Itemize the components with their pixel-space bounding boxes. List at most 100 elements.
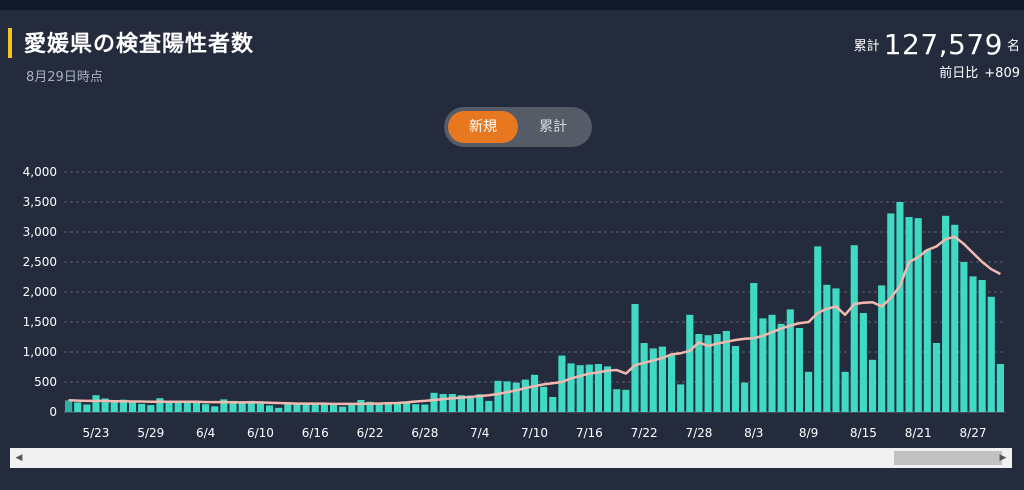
bar (147, 405, 155, 412)
bar (604, 366, 612, 412)
bar (805, 371, 813, 412)
bar (868, 359, 877, 412)
scroll-thumb[interactable] (894, 451, 1002, 465)
bar (494, 380, 502, 412)
bar (567, 363, 575, 412)
bar (412, 404, 420, 412)
view-toggle: 新規 累計 (444, 107, 592, 147)
bar (384, 402, 392, 412)
update-timestamp: 8月29日時点 (26, 70, 103, 85)
x-tick-label: 7/10 (521, 426, 548, 440)
x-tick-label: 6/22 (357, 426, 384, 440)
x-tick-label: 8/3 (744, 426, 763, 440)
bar (914, 218, 922, 412)
bar (265, 405, 274, 412)
y-tick-label: 1,500 (23, 315, 57, 329)
bar (247, 400, 255, 412)
bar (677, 384, 685, 412)
y-tick-label: 1,000 (23, 345, 57, 359)
bar (156, 398, 164, 412)
bar (302, 403, 310, 412)
bar (174, 400, 182, 412)
cases-chart: 0 500 1,000 1,500 2,000 2,500 3,000 3,500 4,000 5… (23, 165, 1005, 440)
bar (339, 406, 347, 412)
x-tick-label: 8/27 (960, 426, 987, 440)
bar (795, 328, 804, 412)
bar (110, 400, 118, 412)
bar (476, 394, 484, 412)
bar (576, 365, 584, 412)
bar (293, 403, 301, 412)
bar (549, 397, 557, 412)
x-tick-label: 5/29 (137, 426, 164, 440)
bar (750, 283, 758, 412)
bar (320, 403, 328, 412)
scroll-right-icon[interactable]: ▶ (999, 453, 1007, 463)
bar (585, 364, 593, 412)
new-cases-button[interactable]: 新規 (448, 111, 518, 143)
bar (923, 250, 931, 412)
top-bar (0, 0, 1024, 10)
bar (74, 402, 82, 412)
bar (667, 354, 676, 412)
x-tick-label: 6/4 (196, 426, 215, 440)
bar (768, 314, 776, 412)
bar (695, 334, 703, 412)
bar (128, 400, 137, 412)
bar (741, 382, 749, 412)
x-tick-label: 6/10 (247, 426, 274, 440)
bar (731, 346, 740, 412)
x-tick-label: 8/21 (905, 426, 932, 440)
bar (83, 404, 91, 412)
bar (530, 374, 539, 412)
horizontal-scrollbar[interactable]: ◀ ▶ (10, 448, 1012, 468)
bar (311, 403, 319, 412)
x-tick-label: 8/9 (799, 426, 818, 440)
bar (558, 355, 566, 412)
diff-value: +809 (984, 66, 1020, 81)
bar (357, 400, 365, 412)
bar (841, 371, 849, 412)
bar (622, 389, 630, 412)
bar (275, 407, 283, 412)
bar (823, 284, 831, 412)
bar (101, 398, 109, 412)
y-tick-label: 500 (34, 375, 57, 389)
bar (704, 335, 712, 412)
bar (512, 382, 520, 412)
scroll-left-icon[interactable]: ◀ (15, 453, 23, 463)
bar (256, 402, 264, 412)
bar (65, 400, 73, 412)
bar (393, 402, 402, 412)
bar (613, 389, 621, 412)
bar (466, 395, 475, 412)
bar (722, 331, 730, 412)
bar (850, 245, 858, 412)
bar (521, 379, 529, 412)
bar (649, 348, 657, 412)
x-tick-label: 7/28 (685, 426, 712, 440)
bar (887, 213, 895, 412)
y-tick-label: 4,000 (23, 165, 57, 179)
bar (878, 285, 886, 412)
diff-label: 前日比 (939, 66, 979, 81)
bar (503, 381, 511, 412)
bar (284, 403, 292, 412)
cumulative-button[interactable]: 累計 (539, 119, 567, 135)
bar (786, 309, 794, 412)
bar (896, 202, 904, 412)
bar (229, 400, 237, 412)
day-over-day: 前日比 +809 (939, 62, 1020, 81)
y-tick-label: 2,000 (23, 285, 57, 299)
bar (777, 323, 785, 412)
bar (594, 364, 603, 412)
bar (421, 404, 429, 412)
bar (951, 224, 959, 412)
bar (832, 288, 840, 412)
cumulative-value: 127,579 (883, 28, 1003, 61)
bar (366, 401, 374, 412)
x-tick-label: 6/28 (411, 426, 438, 440)
bar (165, 401, 173, 412)
bar (960, 262, 968, 412)
x-tick-label: 7/22 (631, 426, 658, 440)
